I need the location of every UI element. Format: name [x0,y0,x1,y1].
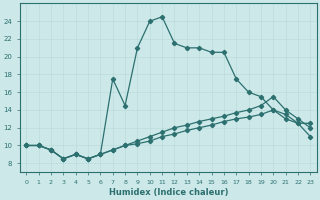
X-axis label: Humidex (Indice chaleur): Humidex (Indice chaleur) [108,188,228,197]
